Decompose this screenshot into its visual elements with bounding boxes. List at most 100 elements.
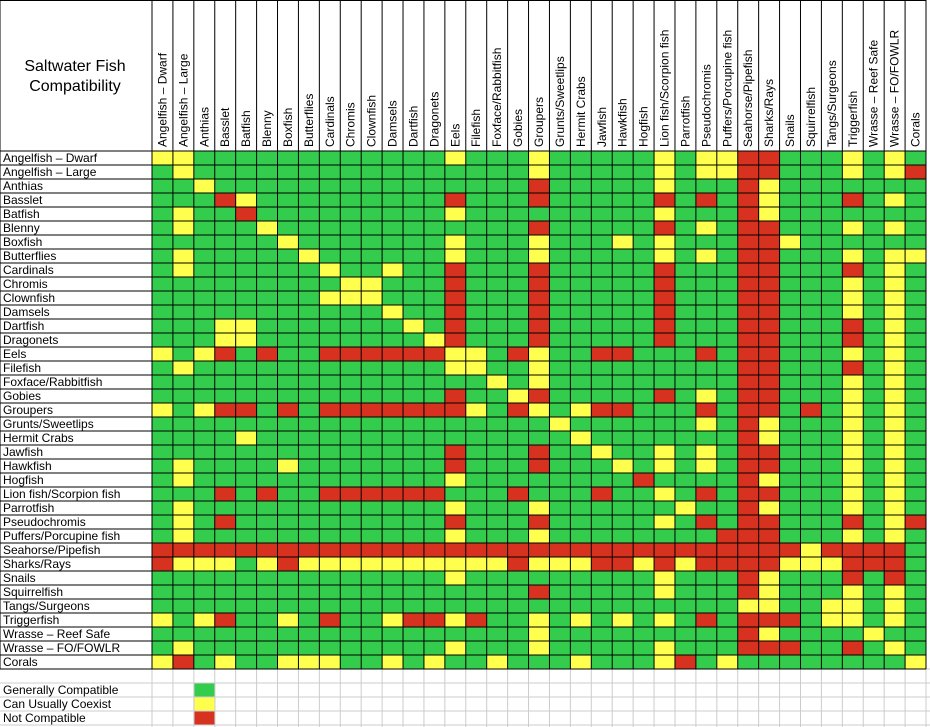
cell-G [716,221,738,235]
cell-G [382,417,404,431]
cell-G [674,431,696,445]
cell-G [340,165,362,179]
cell-G [172,333,194,347]
cell-G [256,431,278,445]
cell-G [193,417,215,431]
row-label: Snails [3,571,36,585]
cell-G [591,193,613,207]
cell-G [444,179,466,193]
cell-G [444,599,466,613]
cell-G [298,361,320,375]
cell-G [905,641,926,655]
cell-R [842,193,864,207]
cell-G [193,529,215,543]
cell-G [507,221,529,235]
cell-G [779,193,801,207]
column-label: Boxfish [281,108,295,147]
row-label: Puffers/Porcupine fish [3,529,120,543]
cell-Y [695,459,717,473]
cell-R [758,319,780,333]
cell-Y [214,333,236,347]
cell-Y [528,627,550,641]
cell-G [591,165,613,179]
cell-G [256,417,278,431]
cell-G [549,501,571,515]
cell-G [863,165,885,179]
cell-G [863,655,885,669]
cell-G [152,431,173,445]
cell-G [570,347,592,361]
cell-Y [821,557,843,571]
cell-R [507,347,529,361]
cell-R [549,543,571,557]
cell-R [612,557,634,571]
cell-G [403,641,424,655]
row-label: Gobies [3,389,41,403]
cell-G [507,361,529,375]
cell-G [193,571,215,585]
cell-G [570,585,592,599]
cell-G [591,361,613,375]
cell-G [172,179,194,193]
cell-R [737,445,759,459]
cell-G [863,445,885,459]
cell-G [549,641,571,655]
cell-Y [884,263,906,277]
cell-G [486,193,508,207]
cell-G [570,473,592,487]
cell-G [298,263,320,277]
cell-G [193,165,215,179]
cell-R [214,487,236,501]
cell-G [465,375,487,389]
cell-G [361,655,383,669]
cell-G [172,347,194,361]
row-label: Squirrelfish [3,585,63,599]
cell-G [382,599,404,613]
cell-G [800,389,822,403]
cell-G [382,235,404,249]
cell-G [863,473,885,487]
cell-G [905,375,926,389]
cell-R [277,557,299,571]
cell-G [235,599,257,613]
cell-Y [884,361,906,375]
cell-R [528,263,550,277]
cell-G [423,375,445,389]
cell-G [654,627,675,641]
row-label: Filefish [3,361,41,375]
cell-G [465,277,487,291]
cell-G [507,319,529,333]
cell-G [905,431,926,445]
cell-R [737,557,759,571]
cell-G [549,347,571,361]
cell-G [277,515,299,529]
cell-G [152,571,173,585]
cell-R [172,655,194,669]
cell-G [403,207,424,221]
cell-G [674,445,696,459]
cell-R [340,543,362,557]
cell-R [758,487,780,501]
cell-G [633,403,655,417]
cell-G [423,501,445,515]
cell-G [298,585,320,599]
cell-G [444,375,466,389]
cell-G [193,459,215,473]
cell-G [800,529,822,543]
cell-R [444,515,466,529]
cell-G [716,459,738,473]
cell-Y [758,501,780,515]
cell-R [172,543,194,557]
cell-G [214,431,236,445]
cell-R [716,529,738,543]
cell-Y [382,263,404,277]
cell-G [633,459,655,473]
cell-G [423,641,445,655]
cell-Y [654,235,675,249]
cell-G [863,529,885,543]
cell-G [193,515,215,529]
cell-G [382,431,404,445]
cell-G [444,165,466,179]
cell-G [863,375,885,389]
cell-G [570,193,592,207]
